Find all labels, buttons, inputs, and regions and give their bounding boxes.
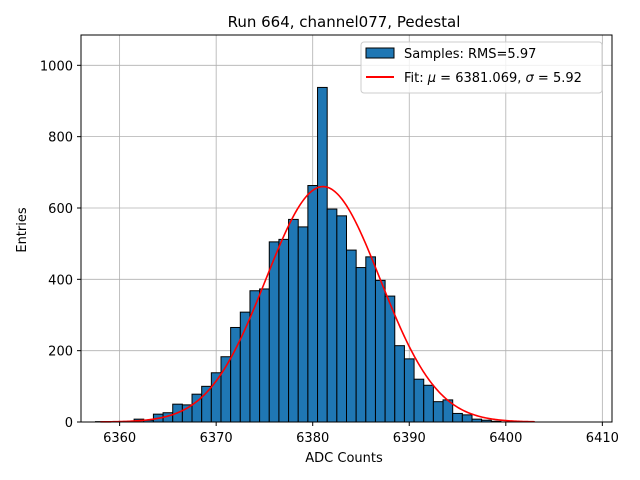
legend-histogram-label: Samples: RMS=5.97 (404, 47, 536, 62)
x-tick-label: 6390 (393, 431, 426, 446)
y-axis-label: Entries (15, 207, 30, 253)
legend-fit-separator: , (517, 71, 525, 86)
fit-curve-layer (100, 185, 535, 423)
legend-box (360, 41, 603, 94)
histogram-bar (403, 358, 415, 423)
x-tick-label: 6410 (586, 431, 619, 446)
histogram-bar (278, 238, 290, 423)
histogram-bar (326, 208, 338, 423)
legend-histogram-patch (365, 47, 395, 59)
histogram-bar (307, 185, 319, 423)
legend-fit-sigma-symbol: σ (526, 71, 535, 86)
histogram-bar (355, 267, 367, 423)
legend: Samples: RMS=5.97 Fit: μ = 6381.069, σ =… (360, 41, 603, 94)
histogram-bar (365, 256, 376, 423)
histogram-bar (317, 86, 328, 423)
histogram-bar (346, 249, 357, 423)
y-tick-label: 1000 (40, 59, 73, 74)
legend-fit-label: Fit: μ = 6381.069, σ = 5.92 (404, 71, 582, 86)
histogram-bar (249, 290, 261, 423)
x-tick-label: 6370 (200, 431, 233, 446)
y-tick-label: 800 (48, 131, 73, 146)
gaussian-fit-curve (100, 185, 535, 423)
axis-ticks: 6360 6370 6380 6390 6400 6410 0 200 400 600 800 100… (40, 59, 619, 446)
legend-fit-mu-symbol: μ (427, 71, 436, 86)
histogram-bar (259, 288, 270, 423)
plot-frame (80, 34, 613, 423)
x-axis-label: ADC Counts (305, 451, 383, 466)
legend-fit-prefix: Fit: (404, 71, 428, 86)
y-tick-label: 0 (65, 416, 73, 431)
x-tick-label: 6360 (103, 431, 136, 446)
legend-fit-sigma-value: 5.92 (553, 71, 582, 86)
histogram-bar (394, 345, 405, 423)
histogram-bar (384, 295, 396, 423)
y-tick-label: 200 (48, 345, 73, 360)
histogram-bar (452, 412, 463, 423)
histogram-bar (413, 378, 425, 423)
legend-fit-mu-equals: = (436, 71, 455, 86)
histogram-bars (94, 86, 521, 423)
histogram-bar (461, 414, 473, 423)
chart-title: Run 664, channel077, Pedestal (228, 13, 461, 31)
histogram-bar (423, 384, 434, 423)
legend-fit-mu-value: 6381.069 (455, 71, 517, 86)
histogram-bar (288, 218, 299, 423)
histogram-bar (432, 401, 444, 423)
histogram-bar (336, 215, 348, 423)
histogram-bar (374, 279, 386, 423)
x-tick-label: 6400 (489, 431, 522, 446)
y-tick-label: 400 (48, 273, 73, 288)
x-tick-label: 6380 (296, 431, 329, 446)
histogram-bar (297, 226, 309, 423)
y-tick-label: 600 (48, 202, 73, 217)
legend-fit-sigma-equals: = (534, 71, 553, 86)
